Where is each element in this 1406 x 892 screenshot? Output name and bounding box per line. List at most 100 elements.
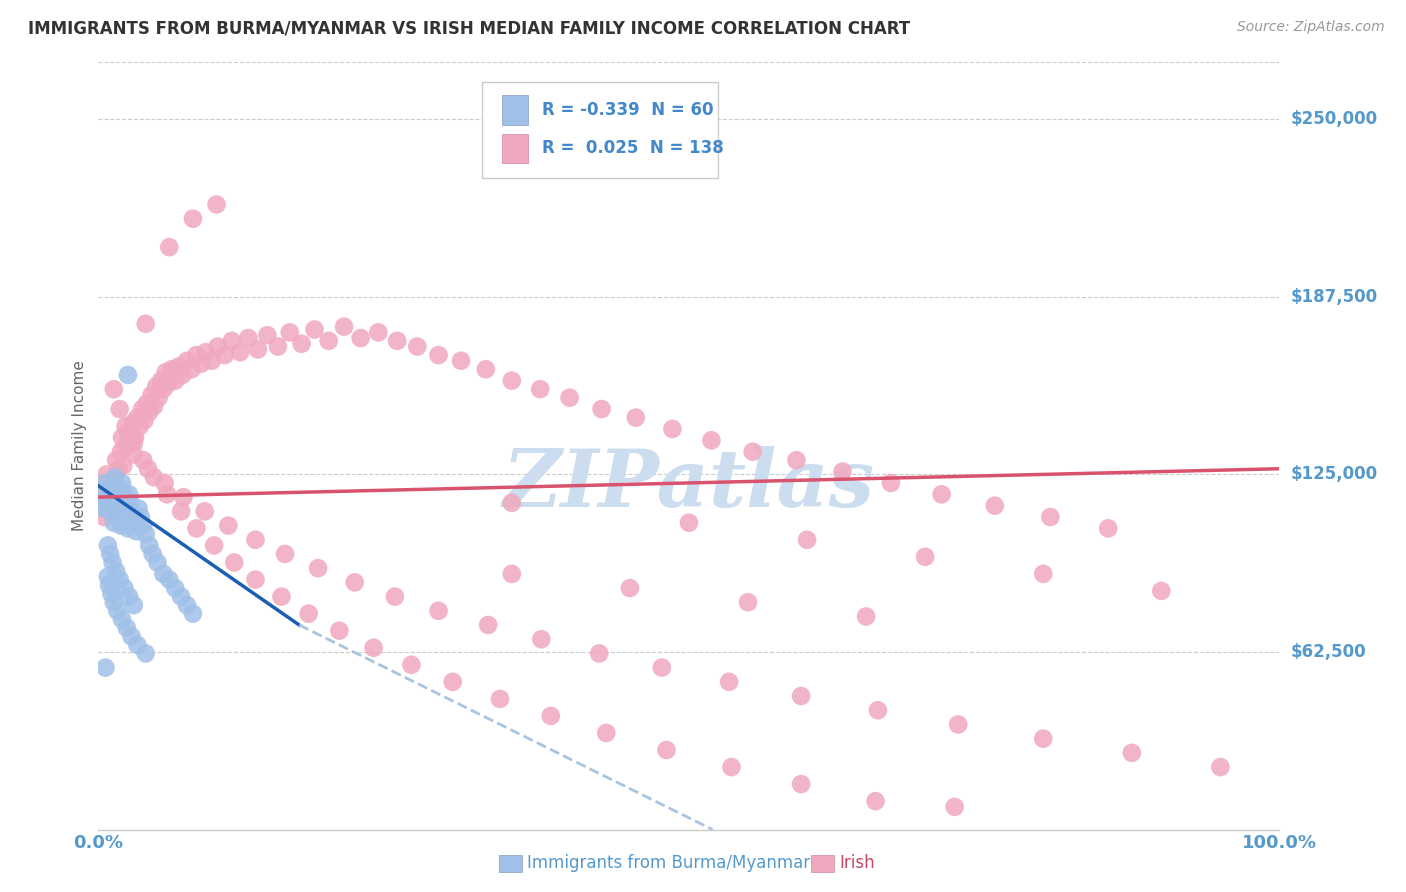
Point (624, 410, 647, 425)
Point (274, 547, 297, 561)
Point (128, 501, 150, 516)
Point (128, 419, 150, 434)
Point (93, 501, 115, 516)
Point (427, 604, 450, 618)
Point (307, 561, 329, 575)
Point (880, 475, 903, 490)
Point (205, 197, 228, 211)
Point (267, 340, 290, 354)
Point (114, 501, 136, 516)
Point (98, 504, 121, 518)
Point (101, 493, 124, 508)
Point (127, 638, 149, 652)
Point (135, 396, 157, 410)
Point (98, 490, 121, 504)
Point (117, 521, 139, 535)
Point (108, 573, 131, 587)
Point (105, 604, 128, 618)
Point (790, 689, 813, 703)
Point (138, 538, 160, 552)
Point (105, 479, 128, 493)
Text: Source: ZipAtlas.com: Source: ZipAtlas.com (1237, 20, 1385, 34)
Point (943, 800, 966, 814)
Point (103, 595, 125, 609)
Point (165, 581, 187, 595)
Point (450, 353, 472, 368)
Point (138, 405, 160, 419)
Point (181, 607, 204, 621)
Point (97, 570, 120, 584)
Point (107, 461, 129, 475)
Point (122, 448, 145, 462)
Point (121, 629, 143, 643)
Point (132, 518, 155, 533)
Point (229, 345, 252, 359)
Point (135, 527, 157, 541)
Text: Irish: Irish (839, 855, 875, 872)
Text: R = -0.339  N = 60: R = -0.339 N = 60 (543, 101, 714, 119)
Point (157, 376, 180, 391)
Text: R =  0.025  N = 138: R = 0.025 N = 138 (543, 139, 724, 157)
Point (117, 425, 139, 439)
Point (387, 334, 409, 348)
Point (245, 533, 267, 547)
Point (110, 444, 132, 458)
Point (343, 575, 366, 590)
Point (785, 453, 807, 467)
Point (176, 598, 198, 612)
Point (135, 317, 157, 331)
Point (194, 504, 217, 518)
FancyBboxPatch shape (502, 95, 529, 125)
Point (661, 422, 683, 436)
Point (304, 322, 326, 336)
Point (129, 510, 152, 524)
Point (152, 566, 174, 581)
Point (160, 362, 183, 376)
Point (98, 496, 121, 510)
Point (855, 609, 877, 624)
Text: $125,000: $125,000 (1291, 466, 1378, 483)
Point (142, 470, 165, 484)
Point (104, 470, 127, 484)
Point (122, 598, 145, 612)
Point (96, 496, 118, 510)
Point (118, 487, 141, 501)
Point (1032, 731, 1054, 746)
Point (136, 461, 159, 475)
Point (246, 343, 269, 357)
Point (141, 388, 163, 402)
Y-axis label: Median Family Income: Median Family Income (72, 360, 87, 532)
Text: ZIPatlas: ZIPatlas (503, 446, 875, 523)
Point (124, 430, 146, 444)
Point (207, 340, 229, 354)
Point (94, 660, 117, 674)
Point (540, 709, 562, 723)
Point (194, 345, 217, 359)
Point (100, 475, 122, 490)
Point (97, 538, 120, 552)
Point (1032, 566, 1054, 581)
Point (214, 348, 236, 362)
Point (98, 547, 121, 561)
Text: Immigrants from Burma/Myanmar: Immigrants from Burma/Myanmar (527, 855, 810, 872)
FancyBboxPatch shape (502, 134, 529, 163)
Point (145, 379, 167, 393)
Point (190, 357, 212, 371)
Point (131, 402, 153, 417)
Point (170, 590, 193, 604)
Point (105, 453, 128, 467)
Point (1097, 521, 1119, 535)
Point (406, 340, 429, 354)
Point (112, 458, 135, 473)
Point (172, 368, 194, 382)
Point (221, 334, 243, 348)
Point (121, 504, 143, 518)
Point (558, 391, 581, 405)
Text: $250,000: $250,000 (1291, 111, 1378, 128)
Point (427, 348, 450, 362)
Point (100, 587, 122, 601)
Point (156, 487, 179, 501)
Point (111, 612, 134, 626)
Point (93, 510, 115, 524)
Point (115, 621, 138, 635)
